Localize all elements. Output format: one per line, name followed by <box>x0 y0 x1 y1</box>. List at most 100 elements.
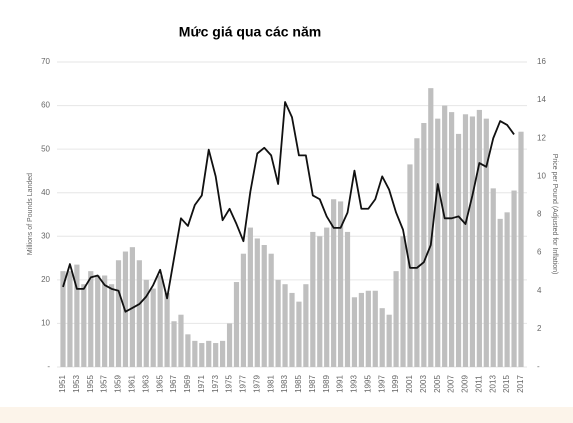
bar <box>143 279 149 367</box>
y-tick-label: 70 <box>41 57 50 66</box>
bar <box>247 227 253 367</box>
bar <box>171 321 177 367</box>
bar <box>296 301 302 367</box>
bar <box>331 199 337 367</box>
price-line <box>62 101 515 313</box>
x-tick-label: 1967 <box>169 375 178 393</box>
bar <box>226 323 233 367</box>
bar <box>462 114 469 368</box>
y-tick-label: 60 <box>41 101 50 110</box>
x-tick-label: 2013 <box>488 375 497 393</box>
x-tick-label: 1953 <box>72 375 81 393</box>
bar <box>504 212 510 367</box>
bar <box>74 264 80 367</box>
y-tick-label: - <box>47 362 50 371</box>
bar <box>108 284 115 367</box>
x-tick-label: 2003 <box>419 375 428 393</box>
x-tick-label: 2007 <box>447 375 456 393</box>
y-tick-label: 40 <box>41 188 50 197</box>
bar <box>81 284 87 367</box>
x-tick-label: 1961 <box>128 375 137 393</box>
footer-band <box>0 407 573 423</box>
y-axis-label: Millions of Pounds Landed <box>27 173 34 255</box>
y-tick-label: 10 <box>41 319 50 328</box>
y-tick-label: 30 <box>41 231 50 240</box>
bar <box>303 284 309 367</box>
bar <box>157 275 163 367</box>
bar <box>455 133 462 367</box>
x-tick-label: 2017 <box>516 375 525 393</box>
y2-tick-label: 16 <box>537 57 546 66</box>
y2-tick-label: 10 <box>537 171 546 180</box>
y2-tick-label: 4 <box>537 286 542 295</box>
bar <box>337 201 344 367</box>
bar <box>379 308 385 367</box>
x-tick-label: 1969 <box>183 375 192 393</box>
bar <box>358 292 364 367</box>
x-tick-label: 1975 <box>225 375 234 393</box>
x-tick-label: 1981 <box>266 375 275 393</box>
bar <box>95 275 101 367</box>
bar <box>233 282 240 367</box>
bar <box>115 260 122 367</box>
x-tick-label: 1977 <box>239 375 248 393</box>
bar <box>428 88 434 368</box>
bar <box>102 275 108 367</box>
y2-tick-label: 6 <box>537 248 542 257</box>
x-tick-label: 1959 <box>114 375 123 393</box>
bar <box>261 245 267 367</box>
bar <box>150 288 156 367</box>
y2-tick-label: 12 <box>537 133 546 142</box>
bar <box>449 112 455 367</box>
bar <box>164 292 170 367</box>
y2-tick-label: 2 <box>537 324 542 333</box>
bar <box>254 238 260 367</box>
bar <box>67 271 73 367</box>
x-tick-label: 1991 <box>336 375 345 393</box>
x-tick-label: 2015 <box>502 375 511 393</box>
bar <box>400 236 406 367</box>
bar <box>386 314 392 367</box>
bar <box>206 340 212 367</box>
bar <box>344 231 351 367</box>
x-tick-label: 2001 <box>405 375 414 393</box>
bar <box>435 118 441 368</box>
x-tick-label: 1955 <box>86 375 95 393</box>
bar <box>414 138 420 367</box>
bar <box>136 260 142 367</box>
bar <box>351 297 358 367</box>
bar <box>324 227 330 367</box>
x-tick-label: 2011 <box>474 375 483 393</box>
bar <box>199 343 205 367</box>
x-tick-label: 1965 <box>155 375 164 393</box>
bar <box>518 131 524 367</box>
y2-tick-label: - <box>537 362 540 371</box>
chart-title: Mức giá qua các năm <box>179 24 321 40</box>
bar <box>213 343 219 367</box>
x-tick-label: 1997 <box>377 375 386 393</box>
y-tick-label: 50 <box>41 144 50 153</box>
bar <box>289 292 295 367</box>
bar <box>497 218 503 367</box>
x-tick-label: 1985 <box>294 375 303 393</box>
x-tick-label: 2009 <box>461 375 470 393</box>
bar <box>268 253 274 367</box>
bar <box>476 109 482 367</box>
x-tick-label: 2005 <box>433 375 442 393</box>
x-tick-label: 1987 <box>308 375 317 393</box>
bar <box>275 279 281 367</box>
bar <box>490 188 496 367</box>
bar <box>88 271 94 367</box>
x-tick-label: 1989 <box>322 375 331 393</box>
bar <box>240 253 247 367</box>
bar <box>483 118 489 368</box>
y-tick-label: 20 <box>41 275 50 284</box>
x-tick-label: 1983 <box>280 375 289 393</box>
y2-tick-label: 14 <box>537 95 546 104</box>
x-tick-label: 1951 <box>58 375 67 393</box>
x-tick-label: 1971 <box>197 375 206 393</box>
bar <box>365 290 371 367</box>
bar <box>220 340 226 367</box>
bar <box>442 105 448 368</box>
